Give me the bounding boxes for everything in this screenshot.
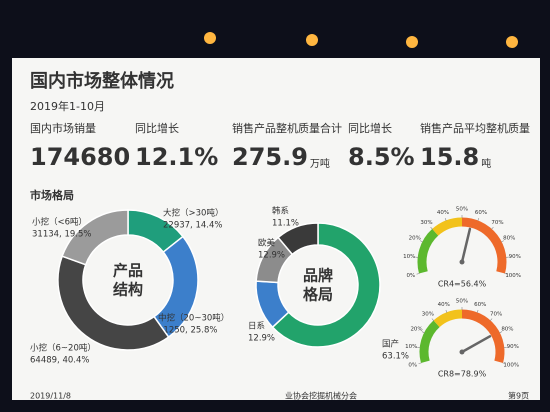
segment-label: 大挖（>30吨） (163, 208, 223, 219)
segment-value-label: 22937, 14.4% (163, 221, 222, 231)
footer-page: 第9页 (508, 391, 529, 401)
gauge-tick-label: 100% (505, 273, 521, 279)
segment-value-label: 12.9% (258, 251, 285, 261)
segment-value-label: 41250, 25.8% (158, 326, 217, 336)
donut-center-label: 结构 (113, 281, 143, 299)
gauge-band (433, 309, 463, 328)
gauge-tick-label: 70% (491, 220, 503, 226)
gauge-band (461, 309, 505, 363)
kpi-value: 275.9 (232, 143, 308, 171)
gauge-band (419, 320, 440, 363)
gauge-tick (430, 226, 433, 230)
gauge-tick-label: 80% (501, 326, 513, 332)
gauge-tick-label: 100% (503, 363, 519, 369)
segment-label: 国产 (382, 339, 399, 350)
gauge-tick-label: 40% (437, 210, 449, 216)
gauge-band (461, 217, 507, 274)
kpi-label: 同比增长 (348, 121, 392, 135)
gauge-band (417, 228, 439, 274)
gauge-tick-label: 20% (409, 235, 421, 241)
gauge-tick-label: 80% (503, 235, 515, 241)
gauge-tick-label: 60% (474, 302, 486, 308)
gauge-tick (502, 362, 506, 364)
gauge-tick (504, 273, 508, 275)
gauge-value-label: CR4=56.4% (438, 280, 487, 289)
segment-value-label: 64489, 40.4% (30, 356, 89, 366)
gauge-tick-label: 10% (403, 254, 415, 260)
gauge-tick (489, 318, 493, 321)
gauge-tick (476, 309, 479, 313)
gauge-tick (491, 226, 494, 230)
gauge-tick-label: 50% (456, 207, 468, 213)
gauge-needle (460, 227, 472, 264)
gauge-tick-label: 70% (490, 312, 502, 318)
donut-segment (271, 222, 381, 348)
gauge-tick-label: 10% (405, 344, 417, 350)
period: 2019年1-10月 (30, 99, 105, 113)
stage-light (406, 36, 418, 48)
kpi-unit: 吨 (481, 157, 491, 170)
gauge-tick-label: 0% (406, 273, 415, 279)
kpi-value: 8.5% (348, 143, 415, 171)
gauge-tick-label: 30% (420, 220, 432, 226)
donut-center-label: 格局 (303, 286, 333, 304)
donut-segment (61, 209, 129, 266)
gauge-tick-label: 90% (507, 344, 519, 350)
kpi-label: 国内市场销量 (30, 121, 96, 135)
section-title: 市场格局 (30, 188, 74, 202)
segment-value-label: 12.9% (248, 334, 275, 344)
segment-label: 韩系 (272, 206, 289, 217)
gauge-tick (421, 331, 425, 334)
gauge-tick-label: 40% (438, 302, 450, 308)
stage-light (506, 36, 518, 48)
gauge-needle (460, 335, 492, 354)
kpi-unit: 万吨 (310, 157, 330, 170)
gauge-tick (444, 218, 447, 222)
gauge-tick (419, 240, 423, 243)
segment-label: 欧美 (258, 238, 276, 249)
kpi-label: 同比增长 (135, 121, 179, 135)
segment-value-label: 11.1% (272, 219, 299, 229)
gauge-tick-label: 90% (509, 254, 521, 260)
gauge-tick (501, 240, 505, 243)
gauge-tick-label: 0% (408, 363, 417, 369)
donut-segment (57, 255, 170, 351)
stage-light (204, 32, 216, 44)
gauge-band (432, 217, 463, 236)
gauge-tick (431, 318, 435, 321)
footer-org: 业协会挖掘机械分会 (285, 391, 357, 401)
gauge-tick (477, 218, 480, 222)
donut-center-label: 品牌 (303, 267, 333, 285)
segment-label: 小挖（6~20吨） (30, 343, 96, 354)
gauge-tick (418, 362, 422, 364)
gauge-hub (459, 349, 465, 355)
title: 国内市场整体情况 (30, 70, 174, 92)
gauge-tick-label: 20% (410, 326, 422, 332)
segment-value-label: 31134, 19.5% (32, 230, 91, 240)
segment-label: 小挖（<6吨） (32, 217, 87, 228)
donut-center-label: 产品 (113, 262, 143, 280)
donut-segment (277, 222, 319, 256)
kpi-label: 销售产品平均整机质量 (420, 121, 530, 135)
gauge-value-label: CR8=78.9% (438, 370, 487, 379)
kpi-value: 174680 (30, 143, 130, 171)
gauge-hub (459, 259, 465, 265)
gauge-tick (499, 331, 503, 334)
gauge-tick (416, 273, 420, 275)
segment-label: 日系 (248, 321, 265, 332)
footer-date: 2019/11/8 (30, 392, 71, 401)
kpi-value: 15.8 (420, 143, 479, 171)
segment-label: 中挖（20~30吨） (158, 313, 229, 324)
gauge-tick-label: 60% (475, 210, 487, 216)
gauge-tick (445, 309, 448, 313)
stage-light (306, 34, 318, 46)
gauge-tick-label: 50% (456, 299, 468, 305)
segment-value-label: 63.1% (382, 352, 409, 362)
kpi-label: 销售产品整机质量合计 (232, 121, 342, 135)
kpi-value: 12.1% (135, 143, 218, 171)
gauge-tick-label: 30% (422, 312, 434, 318)
